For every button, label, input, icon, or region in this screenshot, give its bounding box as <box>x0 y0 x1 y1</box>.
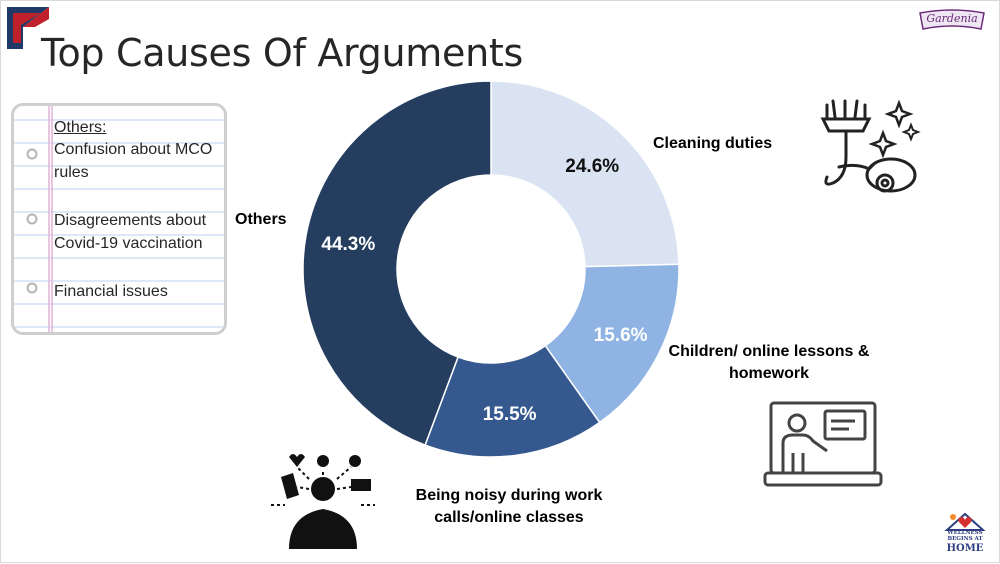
data-label-children-online: 15.6% <box>594 325 648 346</box>
data-label-others: 44.3% <box>321 234 375 255</box>
brand-banner-icon <box>919 9 985 30</box>
wellness-logo-home: HOME <box>946 543 984 554</box>
slice-children-online <box>544 263 680 424</box>
others-notepad: Others: Confusion about MCO rules Disagr… <box>11 103 227 335</box>
label-children-text: Children/ online lessons & homework <box>668 343 870 382</box>
label-being-noisy: Being noisy during work calls/online cla… <box>389 485 629 529</box>
data-label-being-noisy: 15.5% <box>483 404 537 425</box>
slice-being-noisy <box>424 344 601 458</box>
label-cleaning-duties: Cleaning duties <box>653 135 773 152</box>
data-label-cleaning-duties: 24.6% <box>565 156 619 177</box>
brand-logo: Gardenia <box>917 7 987 35</box>
notepad-item: Financial issues <box>54 283 168 300</box>
vacuum-cleaner-icon <box>820 99 921 193</box>
notepad-lines <box>14 106 224 332</box>
label-being-noisy-text: Being noisy during work calls/online cla… <box>415 487 603 526</box>
notepad-heading: Others: <box>54 119 107 136</box>
distracted-person-icon <box>271 454 375 549</box>
corner-logo-icon <box>7 7 49 49</box>
house-heart-icon <box>944 512 986 531</box>
slice-cleaning-duties <box>490 80 680 268</box>
notepad-item: Confusion about MCO rules <box>54 141 213 181</box>
notepad-item: Disagreements about Covid-19 vaccination <box>54 212 207 252</box>
online-teacher-icon <box>763 401 883 487</box>
wellness-logo: WELLNESS BEGINS AT HOME <box>939 510 991 556</box>
wellness-logo-text: WELLNESS BEGINS AT <box>947 530 983 542</box>
label-children-online: Children/ online lessons & homework <box>664 341 874 385</box>
page-title: Top Causes Of Arguments <box>41 31 523 75</box>
brand-logo-text: Gardenia <box>926 12 978 25</box>
label-others: Others <box>235 211 287 228</box>
slice-others <box>302 80 492 447</box>
